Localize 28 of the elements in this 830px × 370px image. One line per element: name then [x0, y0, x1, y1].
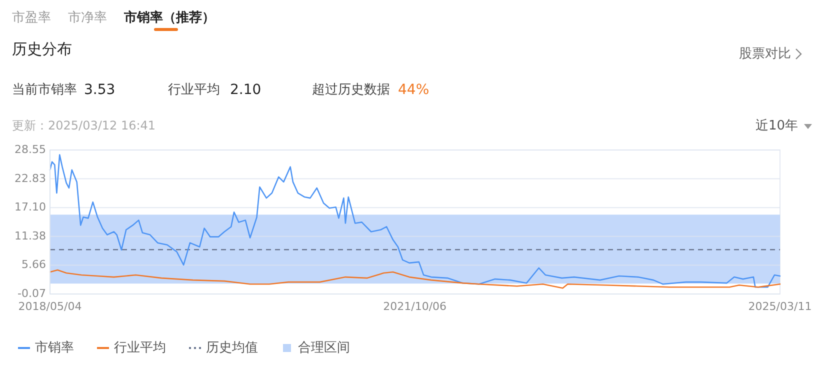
y-tick-label: 28.55 — [14, 143, 46, 156]
y-tick-label: 22.83 — [14, 172, 46, 185]
text: 超过历史数据 — [312, 82, 390, 98]
text: 市盈率 — [12, 10, 51, 26]
y-tick-label: -0.07 — [18, 287, 46, 300]
x-tick-label: 2018/05/04 — [18, 300, 82, 313]
text: 更新：2025/03/12 16:41 — [12, 118, 156, 132]
legend-label: 历史均值 — [206, 340, 258, 356]
y-tick-label: 5.66 — [22, 258, 46, 272]
text: 股票对比 — [739, 46, 791, 62]
text: 近10年 — [755, 118, 798, 134]
y-tick-label: 11.38 — [14, 229, 46, 242]
line-series — [49, 154, 781, 288]
text: 44% — [398, 82, 430, 98]
chart-title: 历史分布 — [12, 40, 72, 58]
x-tick-label: 2021/10/06 — [383, 300, 447, 313]
text: 当前市销率 — [12, 82, 77, 98]
text: 市净率 — [68, 10, 107, 26]
text: 2.10 — [230, 82, 262, 98]
legend-label: 行业平均 — [114, 340, 166, 356]
text: 行业平均 — [168, 82, 220, 98]
x-tick-label: 2025/03/11 — [748, 300, 812, 313]
y-tick-label: 17.10 — [14, 200, 46, 214]
legend-label: 合理区间 — [298, 340, 350, 356]
legend-label: 市销率 — [35, 340, 74, 356]
text: 市销率（推荐） — [123, 10, 215, 26]
text: 3.53 — [84, 82, 116, 98]
line-series — [49, 269, 781, 289]
